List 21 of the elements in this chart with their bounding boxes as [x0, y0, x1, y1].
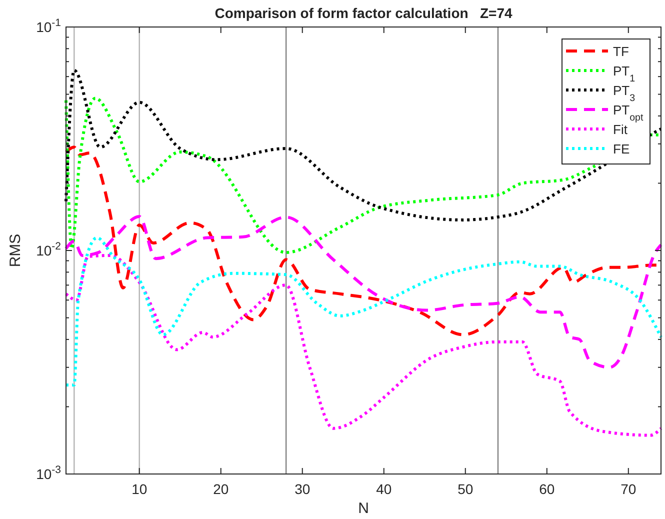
legend-label: FE	[613, 142, 630, 156]
line-series	[64, 68, 662, 222]
y-axis-title: RMS	[7, 234, 24, 268]
y-tick-label: 10$^{-1}$	[36, 17, 62, 35]
y-tick-label: 10$^{-3}$	[36, 464, 62, 482]
x-tick-label: 50	[458, 481, 474, 497]
y-tick-label: 10$^{-2}$	[36, 240, 62, 258]
x-tick-label: 60	[539, 481, 555, 497]
line-series	[64, 236, 662, 387]
x-axis-title: N	[358, 500, 369, 517]
legend-label: PT$_{3}$	[613, 83, 636, 104]
legend-label: PT$_{1}$	[613, 64, 636, 84]
x-tick-label: 70	[620, 481, 636, 497]
legend-label: Fit	[613, 122, 628, 137]
legend-label: TF	[613, 44, 629, 59]
legend-label: PT$_{opt}$	[613, 102, 644, 123]
x-tick-label: 40	[376, 481, 392, 497]
x-tick-label: 20	[213, 481, 229, 497]
x-tick-label: 10	[132, 481, 148, 497]
chart-title: Comparison of form factor calculation Z=74	[214, 5, 512, 21]
x-tick-label: 30	[294, 481, 310, 497]
